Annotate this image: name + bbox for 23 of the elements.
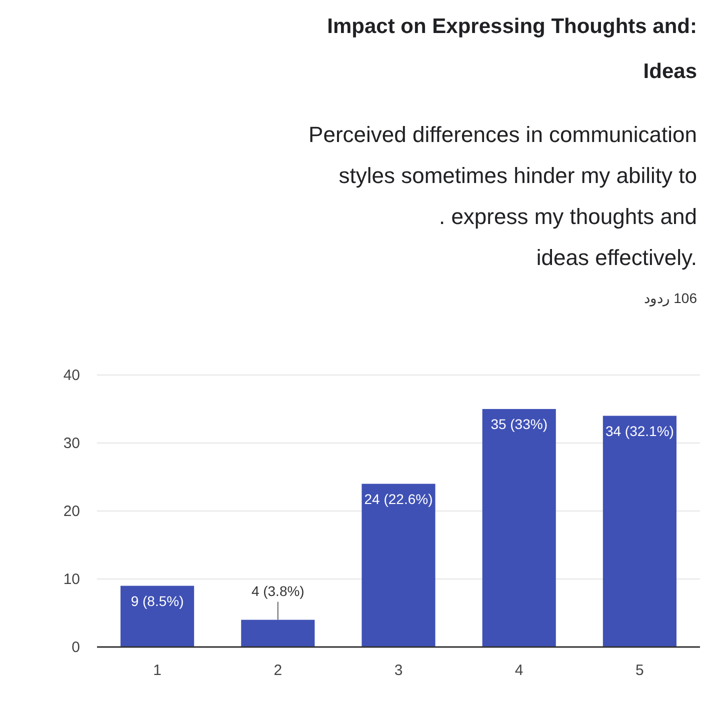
data-label: 35 (33%) bbox=[490, 416, 548, 432]
x-tick-label: 3 bbox=[394, 662, 403, 679]
chart-subtitle: Perceived differences in communication styles sometimes hinder my ability to . express my thoughts and ideas effectively. bbox=[308, 121, 697, 272]
y-tick-label: 30 bbox=[63, 435, 80, 452]
data-label: 24 (22.6%) bbox=[364, 490, 433, 507]
bar bbox=[120, 586, 194, 647]
x-tick-label: 5 bbox=[636, 662, 644, 679]
chart-title: Impact on Expressing Thoughts and: Ideas bbox=[326, 14, 697, 85]
y-tick-label: 20 bbox=[63, 503, 80, 520]
data-label: 9 (8.5%) bbox=[130, 592, 184, 609]
text: 106 ردود bbox=[644, 290, 697, 306]
bar bbox=[362, 484, 436, 647]
x-tick-label: 1 bbox=[153, 662, 162, 679]
data-label: 34 (32.1%) bbox=[605, 422, 674, 439]
y-tick-label: 40 bbox=[63, 367, 80, 384]
x-tick-label: 4 bbox=[514, 662, 524, 679]
bar bbox=[602, 416, 676, 647]
y-tick-label: 0 bbox=[72, 639, 80, 656]
bar bbox=[482, 409, 556, 647]
y-tick-label: 10 bbox=[63, 571, 80, 588]
data-label: 4 (3.8%) bbox=[251, 582, 304, 599]
x-tick-label: 2 bbox=[274, 662, 282, 679]
bar bbox=[241, 620, 315, 647]
